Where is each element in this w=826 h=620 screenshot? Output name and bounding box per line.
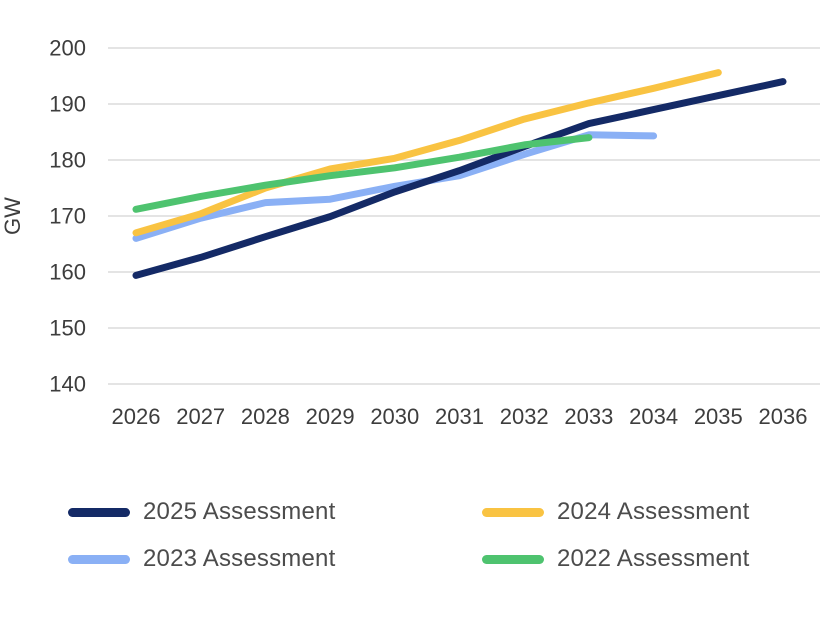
x-tick-label-2034: 2034 (629, 404, 678, 429)
legend-swatch-2022 (482, 554, 544, 564)
y-axis-title: GW (0, 197, 25, 235)
y-tick-label-200: 200 (49, 35, 86, 60)
y-tick-label-170: 170 (49, 203, 86, 228)
x-tick-label-2027: 2027 (176, 404, 225, 429)
series-line-2023-assessment (132, 131, 658, 242)
x-tick-label-2026: 2026 (112, 404, 161, 429)
y-tick-label-190: 190 (49, 91, 86, 116)
legend-item-2023-assessment: 2023 Assessment (68, 544, 335, 574)
y-tick-label-180: 180 (49, 147, 86, 172)
legend-swatch-2025 (68, 507, 130, 517)
x-tick-label-2030: 2030 (370, 404, 419, 429)
legend-item-2022-assessment: 2022 Assessment (482, 544, 749, 574)
x-tick-label-2036: 2036 (759, 404, 808, 429)
series-line-2025-assessment (132, 78, 787, 279)
y-tick-label-140: 140 (49, 371, 86, 396)
legend-item-2025-assessment: 2025 Assessment (68, 497, 335, 527)
legend-swatch-2024 (482, 507, 544, 517)
x-tick-label-2031: 2031 (435, 404, 484, 429)
line-chart-svg: 140 150 160 170 180 190 200 2026 2027 2028 2029 203… (0, 35, 820, 429)
x-tick-label-2029: 2029 (306, 404, 355, 429)
legend-item-2024-assessment: 2024 Assessment (482, 497, 749, 527)
x-tick-label-2033: 2033 (564, 404, 613, 429)
y-tick-label-150: 150 (49, 315, 86, 340)
x-tick-label-2028: 2028 (241, 404, 290, 429)
legend-label-2023: 2023 Assessment (143, 545, 336, 572)
series-line-2024-assessment (132, 69, 722, 237)
legend-label-2022: 2022 Assessment (557, 545, 750, 572)
x-tick-label-2032: 2032 (500, 404, 549, 429)
legend-label-2025: 2025 Assessment (143, 498, 336, 525)
y-tick-label-160: 160 (49, 259, 86, 284)
series-line-2022-assessment (132, 134, 593, 213)
legend-label-2024: 2024 Assessment (557, 498, 750, 525)
legend-swatch-2023 (68, 554, 130, 564)
x-tick-label-2035: 2035 (694, 404, 743, 429)
